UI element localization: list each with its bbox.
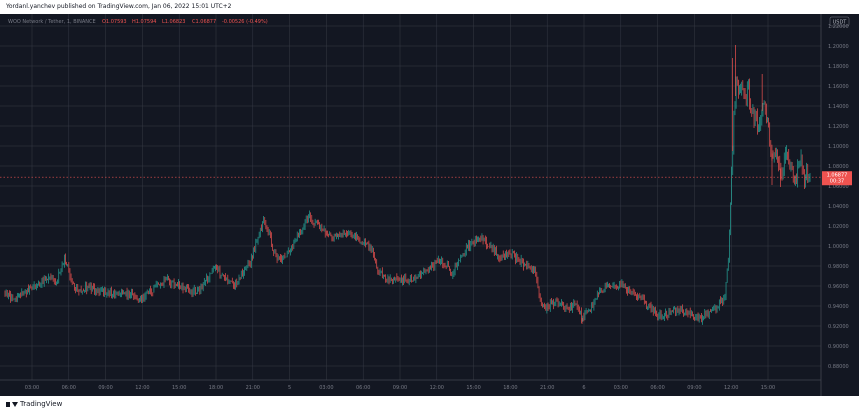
time-tick-label: 15:00 [466,385,480,391]
time-tick-label: 5 [288,385,291,391]
tradingview-brand[interactable]: TradingView [6,400,62,408]
time-tick-label: 09:00 [687,385,701,391]
time-axis-labels: 03:00 06:00 09:00 12:00 15:00 18:00 21:00 5 03:0… [25,385,775,391]
footer: TradingView [0,396,859,410]
price-tick-label: 0.98000 [828,264,849,270]
chart-background [0,14,859,396]
time-tick-label: 06:00 [650,385,664,391]
price-tick-label: 1.12000 [828,124,849,130]
time-tick-label: 6 [582,385,585,391]
chart-panel[interactable]: 1.22000 1.20000 1.18000 1.16000 1.14000 1.120… [0,14,859,396]
time-tick-label: 12:00 [135,385,149,391]
candles-layer [4,45,811,325]
time-tick-label: 15:00 [172,385,186,391]
legend-low: L1.06823 [162,19,185,25]
price-chart[interactable]: 1.22000 1.20000 1.18000 1.16000 1.14000 1.120… [0,14,859,396]
last-price-tag: 1.06877 00:37 [822,171,852,186]
price-tick-label: 1.00000 [828,244,849,250]
time-tick-label: 15:00 [761,385,775,391]
publisher-line: Yordanl.yanchev published on TradingView… [6,3,232,10]
last-price-value: 1.06877 [827,173,848,179]
price-tick-label: 0.88000 [828,364,849,370]
time-tick-label: 09:00 [393,385,407,391]
publisher-header: Yordanl.yanchev published on TradingView… [0,0,859,16]
legend-high: H1.07594 [132,19,156,25]
price-tick-label: 0.96000 [828,284,849,290]
time-tick-label: 09:00 [98,385,112,391]
time-tick-label: 21:00 [246,385,260,391]
price-tick-label: 0.90000 [828,344,849,350]
price-tick-label: 1.18000 [828,64,849,70]
legend-change: -0.00526 (-0.49%) [222,19,268,25]
price-tick-label: 1.08000 [828,164,849,170]
time-tick-label: 06:00 [62,385,76,391]
time-tick-label: 03:00 [25,385,39,391]
price-tick-label: 1.16000 [828,84,849,90]
time-tick-label: 18:00 [503,385,517,391]
price-tick-label: 1.20000 [828,44,849,50]
currency-badge-box [829,16,850,27]
currency-label: USDT [833,20,848,26]
currency-badge[interactable]: USDT [829,16,850,27]
legend-close: C1.06877 [192,19,216,25]
brand-name: TradingView [20,400,63,408]
legend: WOO Network / Tether, 1, BINANCE O1.0759… [8,19,268,25]
time-tick-label: 12:00 [430,385,444,391]
legend-symbol: WOO Network / Tether, 1, BINANCE [8,19,96,25]
last-price-tag-box [822,171,852,186]
price-tick-label: 0.94000 [828,304,849,310]
price-tick-label: 1.14000 [828,104,849,110]
price-tick-label: 1.02000 [828,224,849,230]
price-tick-label: 1.10000 [828,144,849,150]
price-axis-labels: 1.22000 1.20000 1.18000 1.16000 1.14000 1.120… [828,24,849,370]
time-tick-label: 06:00 [356,385,370,391]
price-tick-label: 1.06000 [828,184,849,190]
legend-open: O1.07593 [102,19,127,25]
time-tick-label: 03:00 [614,385,628,391]
price-tick-label: 1.22000 [828,24,849,30]
tradingview-logo-icon [6,401,18,407]
price-tick-label: 0.92000 [828,324,849,330]
time-tick-label: 12:00 [724,385,738,391]
time-tick-label: 03:00 [319,385,333,391]
time-tick-label: 21:00 [540,385,554,391]
price-axis-background[interactable] [821,14,859,396]
time-tick-label: 18:00 [209,385,223,391]
price-tick-label: 1.04000 [828,204,849,210]
last-price-countdown: 00:37 [830,179,844,185]
